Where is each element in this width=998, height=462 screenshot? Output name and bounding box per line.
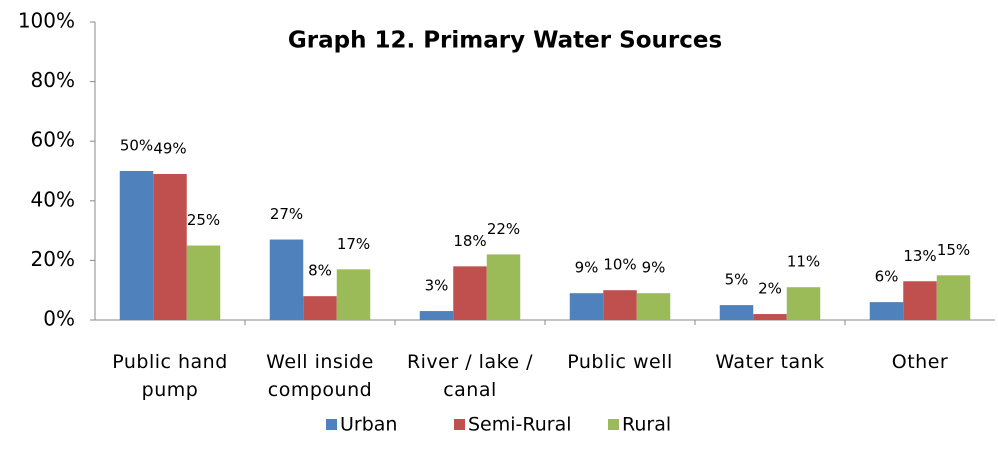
data-label: 50% — [120, 137, 153, 155]
y-tick-label: 20% — [31, 247, 75, 271]
y-tick-label: 40% — [31, 187, 75, 211]
legend-swatch — [608, 419, 619, 430]
data-label: 2% — [758, 280, 782, 298]
bar — [903, 281, 937, 320]
bar — [153, 173, 187, 320]
bar — [869, 302, 904, 320]
x-tick-label: Well inside compound — [266, 351, 374, 401]
data-label: 18% — [453, 232, 486, 250]
data-label: 3% — [425, 277, 449, 295]
bar — [453, 266, 487, 320]
data-label: 5% — [725, 271, 749, 289]
y-tick-label: 80% — [31, 68, 75, 92]
data-label: 25% — [187, 211, 220, 229]
data-label: 9% — [642, 259, 666, 277]
bar — [569, 293, 604, 320]
data-label: 13% — [903, 247, 936, 265]
bar — [486, 254, 521, 320]
x-tick-label: Other — [891, 351, 949, 373]
bar — [419, 311, 454, 320]
x-tick-label: Water tank — [715, 351, 825, 373]
bar — [936, 275, 971, 320]
legend-label: Rural — [622, 414, 671, 436]
bar — [719, 305, 754, 320]
legend-swatch — [326, 419, 337, 430]
data-label: 6% — [875, 268, 899, 286]
bar — [119, 171, 154, 320]
legend-label: Semi-Rural — [468, 414, 572, 436]
y-tick-label: 100% — [18, 9, 75, 33]
bar — [186, 245, 221, 320]
data-label: 49% — [153, 139, 186, 157]
data-label: 22% — [487, 220, 520, 238]
x-tick-label: Public well — [567, 351, 673, 373]
x-tick-label: Public hand pump — [112, 351, 228, 401]
bar — [603, 290, 637, 320]
data-label: 27% — [270, 205, 303, 223]
legend-label: Urban — [340, 414, 397, 436]
y-tick-label: 60% — [31, 128, 75, 152]
bar — [636, 293, 671, 320]
data-label: 9% — [575, 259, 599, 277]
legend-swatch — [454, 419, 465, 430]
x-tick-label: River / lake / canal — [406, 351, 534, 401]
bar — [269, 239, 304, 320]
y-tick-label: 0% — [43, 307, 75, 331]
data-label: 15% — [937, 241, 970, 259]
data-label: 10% — [603, 256, 636, 274]
bar — [753, 314, 787, 320]
data-label: 11% — [787, 253, 820, 271]
data-label: 17% — [337, 235, 370, 253]
bar — [336, 269, 371, 320]
data-label: 8% — [308, 262, 332, 280]
chart-title: Graph 12. Primary Water Sources — [288, 28, 722, 54]
bar — [303, 296, 337, 320]
bar — [786, 287, 821, 320]
